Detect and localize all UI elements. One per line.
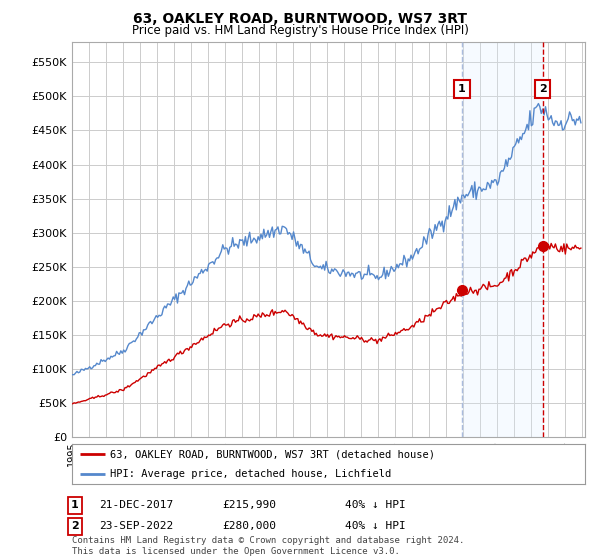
Bar xyxy=(462,42,543,437)
Text: 2: 2 xyxy=(71,521,79,531)
Text: 40% ↓ HPI: 40% ↓ HPI xyxy=(345,500,406,510)
Text: Contains HM Land Registry data © Crown copyright and database right 2024.
This d: Contains HM Land Registry data © Crown c… xyxy=(72,536,464,556)
Text: HPI: Average price, detached house, Lichfield: HPI: Average price, detached house, Lich… xyxy=(110,469,392,479)
Text: 1: 1 xyxy=(458,85,466,95)
Text: 2: 2 xyxy=(539,85,547,95)
Text: 1: 1 xyxy=(71,500,79,510)
Text: 23-SEP-2022: 23-SEP-2022 xyxy=(99,521,173,531)
Text: 21-DEC-2017: 21-DEC-2017 xyxy=(99,500,173,510)
Text: 40% ↓ HPI: 40% ↓ HPI xyxy=(345,521,406,531)
Text: £215,990: £215,990 xyxy=(222,500,276,510)
Text: 63, OAKLEY ROAD, BURNTWOOD, WS7 3RT (detached house): 63, OAKLEY ROAD, BURNTWOOD, WS7 3RT (det… xyxy=(110,449,436,459)
Text: 63, OAKLEY ROAD, BURNTWOOD, WS7 3RT: 63, OAKLEY ROAD, BURNTWOOD, WS7 3RT xyxy=(133,12,467,26)
Text: Price paid vs. HM Land Registry's House Price Index (HPI): Price paid vs. HM Land Registry's House … xyxy=(131,24,469,36)
Text: £280,000: £280,000 xyxy=(222,521,276,531)
